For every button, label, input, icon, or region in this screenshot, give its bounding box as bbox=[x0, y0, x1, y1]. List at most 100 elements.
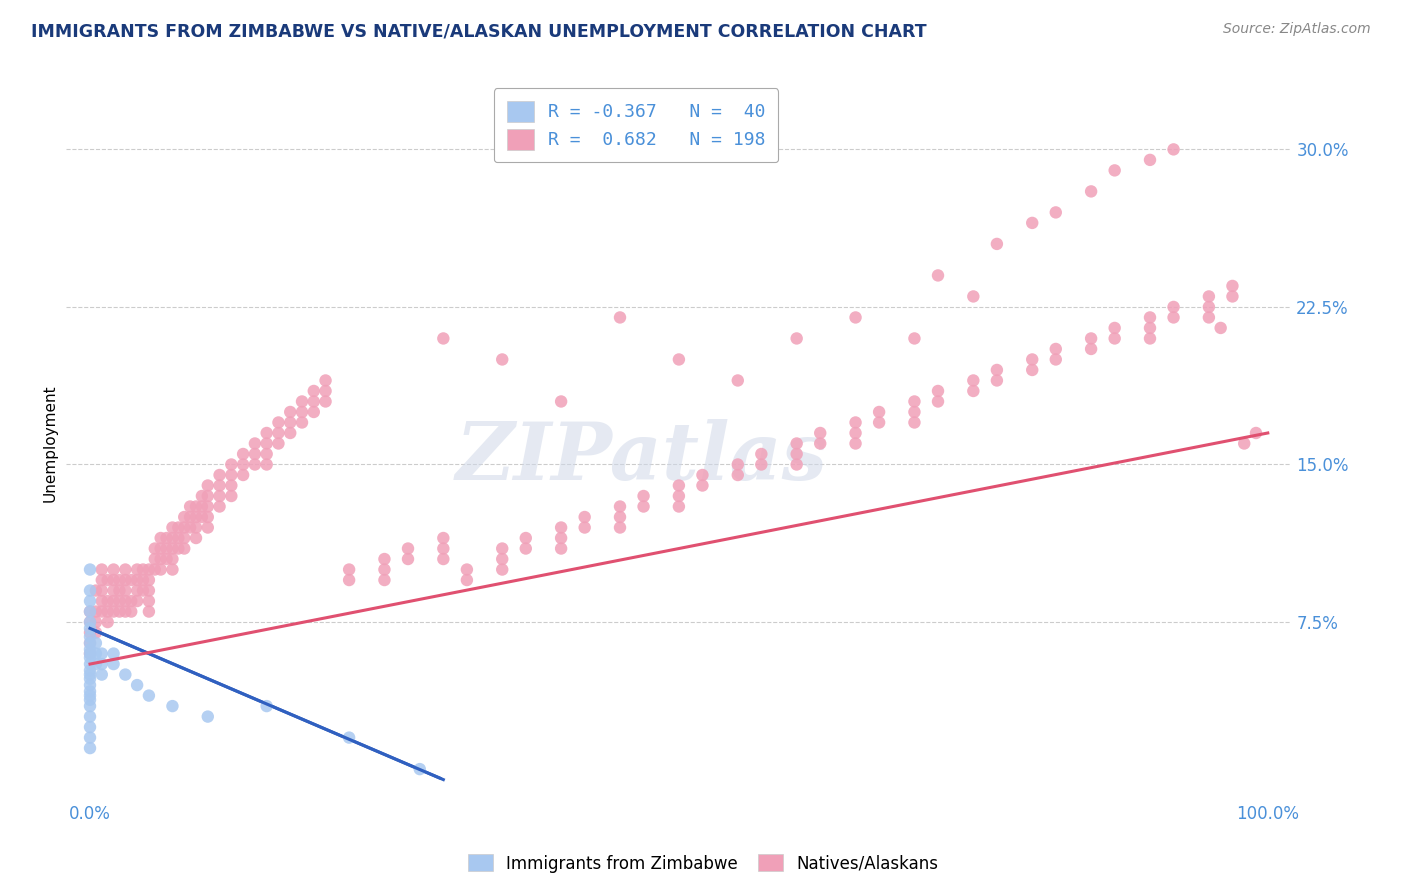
Point bbox=[79, 699, 101, 714]
Point bbox=[197, 709, 219, 723]
Point bbox=[267, 416, 290, 430]
Point bbox=[79, 693, 101, 707]
Point bbox=[197, 510, 219, 524]
Point bbox=[90, 647, 112, 661]
Point bbox=[90, 562, 112, 576]
Point bbox=[808, 436, 831, 450]
Point bbox=[845, 310, 868, 325]
Point bbox=[1104, 331, 1126, 345]
Point bbox=[1045, 352, 1067, 367]
Point bbox=[267, 436, 290, 450]
Point bbox=[79, 731, 101, 745]
Point bbox=[208, 489, 231, 503]
Point bbox=[986, 363, 1008, 377]
Point bbox=[79, 667, 101, 681]
Point bbox=[633, 500, 655, 514]
Point bbox=[868, 405, 890, 419]
Point bbox=[138, 562, 160, 576]
Point bbox=[97, 573, 120, 587]
Point bbox=[79, 625, 101, 640]
Point bbox=[315, 374, 337, 388]
Point bbox=[1045, 205, 1067, 219]
Point bbox=[162, 541, 184, 556]
Point bbox=[191, 500, 214, 514]
Point bbox=[179, 500, 201, 514]
Point bbox=[138, 689, 160, 703]
Point bbox=[1163, 300, 1185, 314]
Point bbox=[432, 331, 454, 345]
Point bbox=[114, 594, 136, 608]
Point bbox=[173, 531, 195, 545]
Point bbox=[84, 615, 107, 629]
Point bbox=[167, 531, 190, 545]
Point bbox=[315, 384, 337, 398]
Point bbox=[278, 405, 301, 419]
Legend: R = -0.367   N =  40, R =  0.682   N = 198: R = -0.367 N = 40, R = 0.682 N = 198 bbox=[494, 88, 778, 162]
Point bbox=[1244, 425, 1267, 440]
Y-axis label: Unemployment: Unemployment bbox=[44, 384, 58, 502]
Point bbox=[786, 436, 808, 450]
Point bbox=[749, 447, 772, 461]
Point bbox=[491, 562, 513, 576]
Point bbox=[79, 583, 101, 598]
Point bbox=[90, 583, 112, 598]
Point bbox=[138, 605, 160, 619]
Point bbox=[291, 416, 314, 430]
Point bbox=[256, 425, 278, 440]
Point bbox=[197, 489, 219, 503]
Point bbox=[79, 664, 101, 678]
Point bbox=[256, 699, 278, 714]
Point bbox=[396, 552, 419, 566]
Point bbox=[845, 436, 868, 450]
Point bbox=[337, 573, 360, 587]
Point bbox=[243, 436, 266, 450]
Point bbox=[1021, 216, 1043, 230]
Point bbox=[1080, 342, 1102, 356]
Point bbox=[108, 583, 131, 598]
Point bbox=[550, 520, 572, 534]
Point bbox=[409, 762, 432, 776]
Point bbox=[167, 520, 190, 534]
Point bbox=[1222, 289, 1244, 303]
Point bbox=[108, 605, 131, 619]
Point bbox=[127, 678, 149, 692]
Point bbox=[291, 394, 314, 409]
Point bbox=[132, 573, 155, 587]
Point bbox=[149, 552, 172, 566]
Point bbox=[337, 731, 360, 745]
Point bbox=[574, 510, 596, 524]
Point bbox=[84, 625, 107, 640]
Point bbox=[1139, 321, 1161, 335]
Point bbox=[79, 605, 101, 619]
Point bbox=[79, 615, 101, 629]
Point bbox=[491, 552, 513, 566]
Point bbox=[243, 447, 266, 461]
Text: IMMIGRANTS FROM ZIMBABWE VS NATIVE/ALASKAN UNEMPLOYMENT CORRELATION CHART: IMMIGRANTS FROM ZIMBABWE VS NATIVE/ALASK… bbox=[31, 22, 927, 40]
Point bbox=[197, 478, 219, 492]
Point bbox=[79, 636, 101, 650]
Point bbox=[184, 531, 207, 545]
Point bbox=[550, 541, 572, 556]
Point bbox=[221, 489, 243, 503]
Point bbox=[173, 520, 195, 534]
Point bbox=[84, 605, 107, 619]
Point bbox=[232, 458, 254, 472]
Point bbox=[184, 510, 207, 524]
Point bbox=[668, 489, 690, 503]
Point bbox=[786, 458, 808, 472]
Point bbox=[868, 416, 890, 430]
Point bbox=[79, 689, 101, 703]
Point bbox=[278, 425, 301, 440]
Point bbox=[127, 583, 149, 598]
Point bbox=[574, 520, 596, 534]
Point bbox=[114, 667, 136, 681]
Point bbox=[179, 520, 201, 534]
Point bbox=[1021, 363, 1043, 377]
Point bbox=[903, 405, 925, 419]
Point bbox=[927, 394, 949, 409]
Point bbox=[1198, 300, 1220, 314]
Point bbox=[114, 605, 136, 619]
Point bbox=[927, 384, 949, 398]
Point bbox=[432, 541, 454, 556]
Point bbox=[79, 684, 101, 698]
